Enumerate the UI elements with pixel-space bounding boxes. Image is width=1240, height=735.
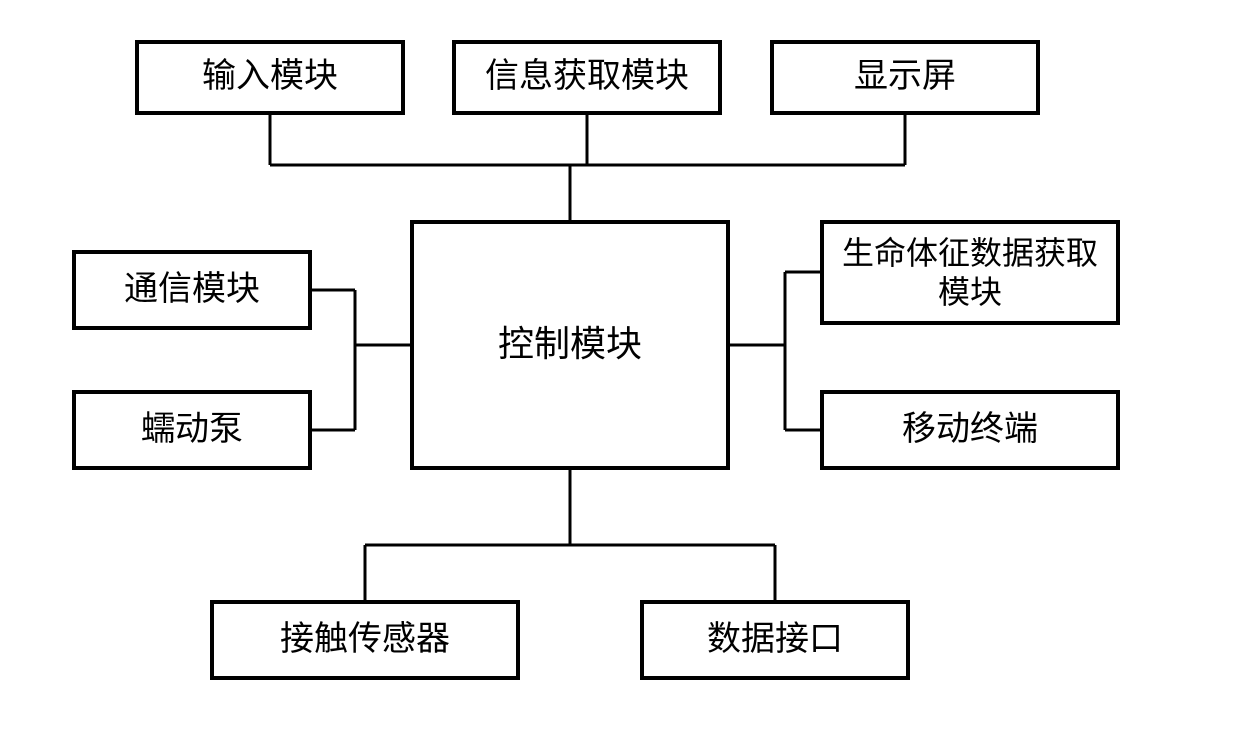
node-contact-sensor: 接触传感器 — [210, 600, 520, 680]
node-label: 蠕动泵 — [141, 410, 243, 451]
node-label: 通信模块 — [124, 270, 260, 311]
node-control-module: 控制模块 — [410, 220, 730, 470]
node-label: 控制模块 — [498, 323, 642, 366]
node-peristaltic: 蠕动泵 — [72, 390, 312, 470]
node-label: 移动终端 — [902, 410, 1038, 451]
node-data-interface: 数据接口 — [640, 600, 910, 680]
node-label: 接触传感器 — [280, 620, 450, 661]
node-display: 显示屏 — [770, 40, 1040, 115]
node-mobile-term: 移动终端 — [820, 390, 1120, 470]
node-vital-signs: 生命体征数据获取模块 — [820, 220, 1120, 325]
node-label: 生命体征数据获取模块 — [832, 234, 1108, 311]
node-info-acquire: 信息获取模块 — [452, 40, 722, 115]
node-label: 数据接口 — [707, 620, 843, 661]
node-label: 输入模块 — [202, 57, 338, 98]
node-comm-module: 通信模块 — [72, 250, 312, 330]
node-input-module: 输入模块 — [135, 40, 405, 115]
node-label: 信息获取模块 — [485, 57, 689, 98]
node-label: 显示屏 — [854, 57, 956, 98]
